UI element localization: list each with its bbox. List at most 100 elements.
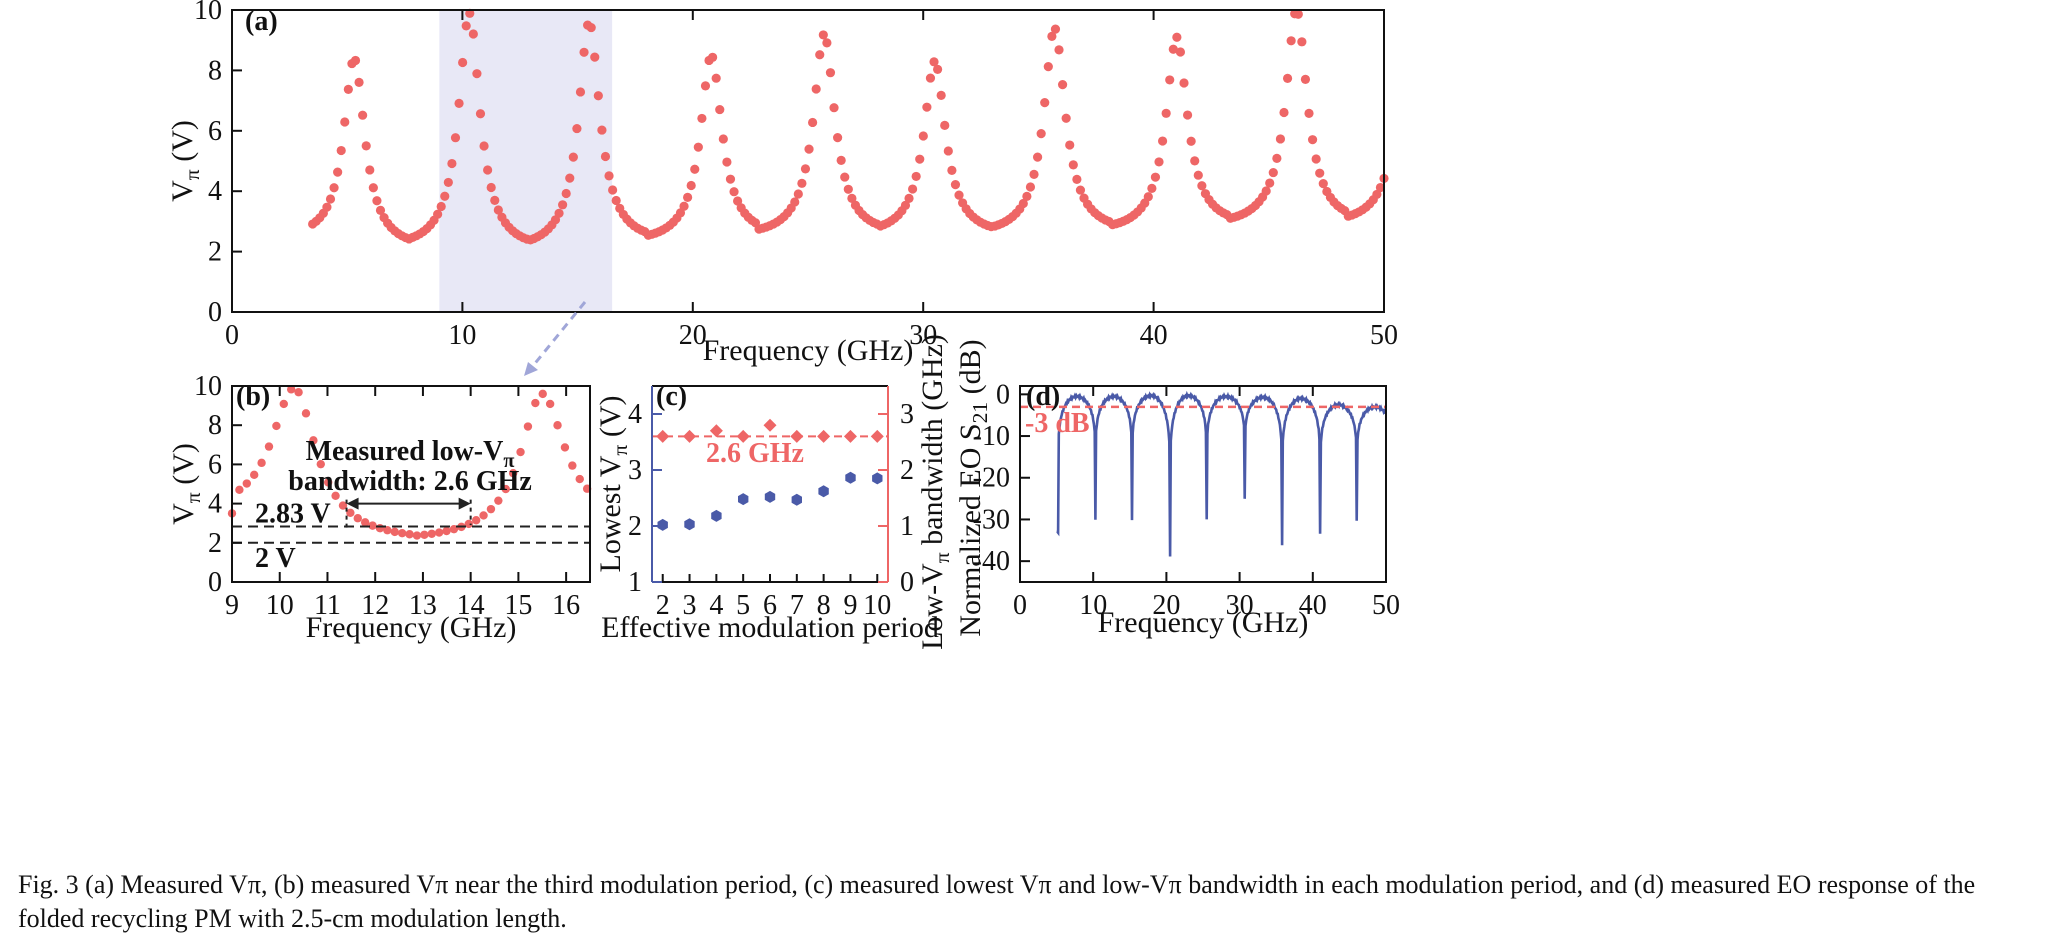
panel-a-point (447, 158, 457, 169)
panel-a-point (1147, 183, 1157, 193)
panel-d-xtick-label: 0 (1013, 590, 1027, 621)
panel-c-bandwidth-marker (870, 429, 884, 443)
panel-b-hline-label: 2.83 V (255, 499, 331, 530)
panel-a-point (729, 187, 739, 197)
panel-b-ytick-label: 2 (208, 528, 222, 559)
panel-a-point (1040, 98, 1050, 108)
panel-a-point (825, 68, 836, 78)
panel-a-point (700, 81, 711, 91)
panel-a-point (933, 64, 943, 75)
panel-a-highlight-band (439, 10, 613, 312)
panel-c-bandwidth-marker (709, 424, 723, 438)
panel-a-point (558, 200, 568, 210)
panel-c-bandwidth-marker (843, 429, 857, 443)
panel-a-point (1297, 37, 1307, 47)
panel-a-point (440, 191, 450, 201)
panel-a-point (922, 102, 932, 112)
panel-a-point (708, 52, 718, 62)
panel-a-point (900, 200, 911, 211)
panel-a-point (490, 195, 500, 205)
panel-c-ytick-label: 1 (628, 567, 642, 598)
panel-a-point (554, 208, 564, 218)
panel-d-ytick-label: -20 (973, 463, 1010, 494)
panel-a-point (1279, 107, 1289, 118)
panel-a-point (690, 164, 700, 174)
panel-c-lowest-vpi-marker (738, 493, 749, 506)
panel-a-point (908, 184, 918, 194)
panel-b-ylabel: Vπ (V) (167, 443, 205, 525)
panel-a-point (375, 205, 386, 215)
panel-a-point (1318, 179, 1328, 189)
panel-a-point (586, 22, 596, 33)
panel-a-point (461, 21, 471, 31)
panel-b-point (353, 514, 362, 523)
panel-c-lowest-vpi-marker (657, 518, 668, 531)
panel-a-point (943, 146, 953, 156)
panel-b-point (264, 442, 274, 451)
panel-b-point (420, 530, 429, 539)
panel-a-xtick-label: 20 (679, 320, 707, 351)
panel-b-point (272, 421, 281, 431)
panel-c-xtick-label: 9 (843, 590, 857, 621)
panel-b-point (442, 526, 451, 536)
panel-c-lowest-vpi-marker (764, 490, 776, 503)
panel-b-point (309, 436, 318, 445)
panel-a-point (1265, 178, 1275, 188)
panel-a-point (929, 57, 939, 67)
panel-d-ytick-label: 0 (996, 379, 1010, 410)
panel-b-point (486, 504, 496, 514)
panel-a-point (1065, 140, 1075, 150)
panel-c-xtick-label: 10 (863, 590, 891, 621)
panel-a-point (818, 30, 828, 40)
panel-c-xtick-label: 3 (683, 590, 697, 621)
panel-a-point (1075, 185, 1086, 195)
panel-c-xtick-label: 6 (763, 590, 777, 621)
panel-b-point (383, 526, 392, 535)
panel-a-point (1168, 44, 1178, 54)
figure-caption: Fig. 3 (a) Measured Vπ, (b) measured Vπ … (18, 870, 1976, 933)
panel-a-point (1161, 108, 1171, 118)
panel-a-xtick-label: 10 (448, 320, 476, 351)
panel-a-point (579, 47, 589, 57)
panel-a-point (840, 172, 850, 182)
panel-a-point (936, 90, 946, 100)
panel-b-xtick-label: 10 (266, 590, 294, 621)
panel-a-point (568, 152, 578, 162)
panel-a-point (1143, 192, 1153, 202)
panel-a-point (686, 180, 696, 191)
panel-a-point (822, 38, 832, 48)
panel-a-ytick-label: 0 (208, 297, 222, 328)
panel-a-point (1197, 181, 1207, 191)
panel-a-point (1050, 24, 1061, 34)
panel-b-point (294, 388, 303, 397)
panel-a-point (733, 196, 743, 206)
panel-a-point (1286, 36, 1296, 46)
panel-b-ytick-label: 0 (208, 567, 222, 598)
panel-b-point (286, 385, 296, 394)
panel-c-xlabel: Effective modulation period (601, 611, 939, 644)
panel-a-point (458, 57, 468, 68)
panel-a-point (1022, 191, 1032, 201)
panel-b-point (471, 516, 481, 525)
panel-b-point (279, 399, 288, 409)
panel-a-point (368, 183, 378, 193)
panel-b-point (538, 389, 547, 399)
panel-b-point (531, 398, 540, 408)
panel-d-reference-label: -3 dB (1025, 408, 1090, 439)
panel-b-point (390, 527, 399, 537)
panel-b-ytick-label: 8 (208, 410, 222, 441)
panel-c-bandwidth-marker (817, 429, 831, 443)
panel-a-point (811, 84, 821, 94)
panel-b-point (397, 528, 407, 538)
panel-c-bandwidth-marker (683, 429, 697, 443)
panel-a-point (450, 133, 461, 143)
panel-b-bw-arrowhead-right (458, 497, 471, 510)
panel-a-point (333, 167, 343, 177)
panel-a-point (1268, 167, 1278, 178)
panel-b-xlabel: Frequency (GHz) (306, 611, 517, 644)
panel-a-point (836, 155, 846, 165)
panel-a-point (1293, 9, 1303, 19)
panel-d-xtick-label: 20 (1152, 590, 1180, 621)
